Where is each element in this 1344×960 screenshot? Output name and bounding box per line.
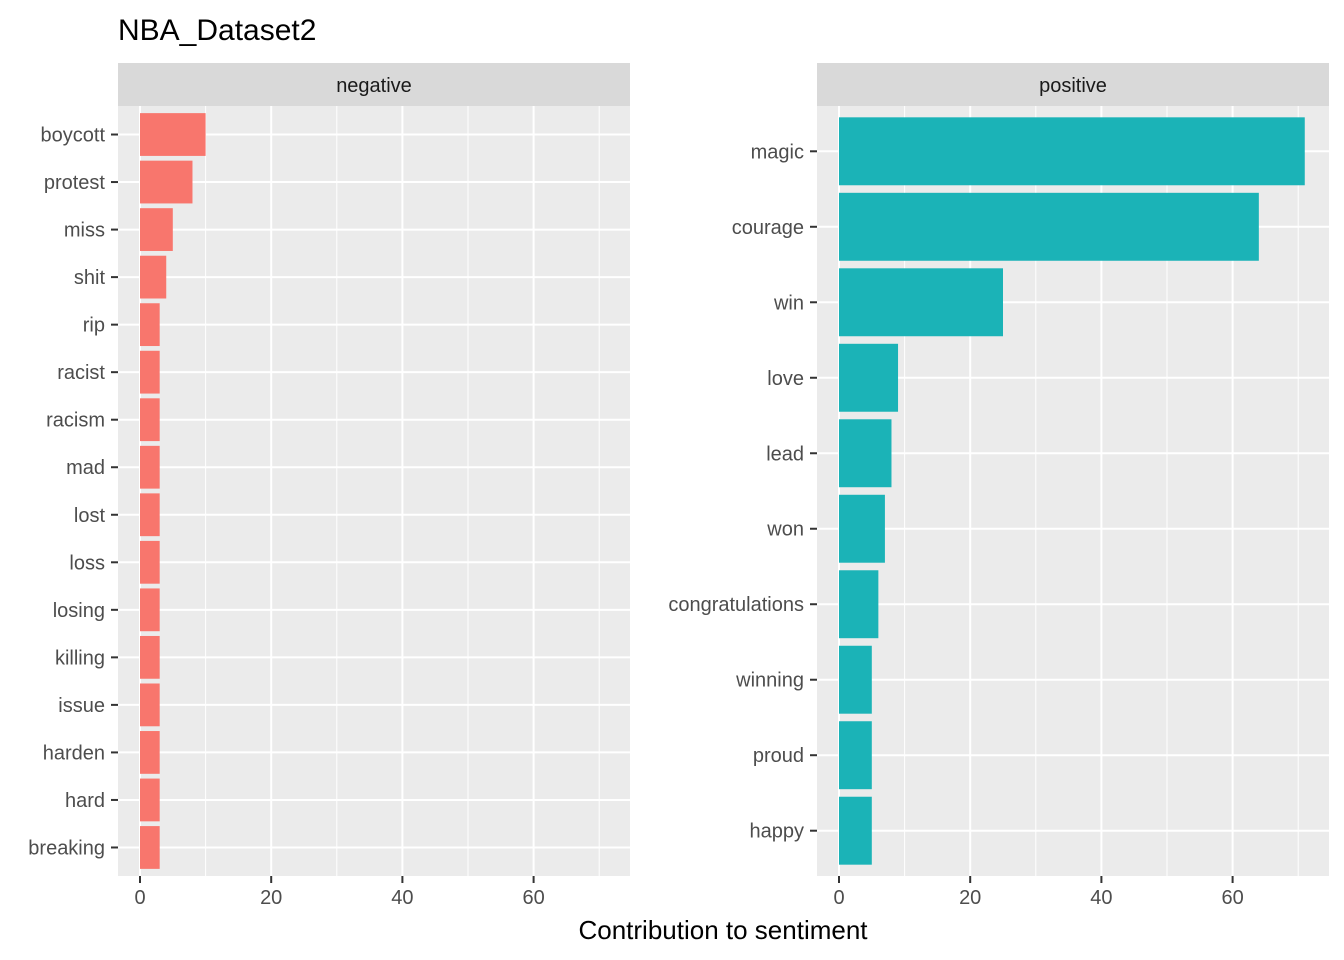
panel-positive: positive magic courage win love lead won congra…	[668, 63, 1329, 909]
y-tick-label: proud	[753, 745, 804, 767]
x-tick-label: 0	[134, 887, 145, 909]
y-tick-label: won	[766, 519, 804, 541]
y-tick-label: lead	[766, 443, 804, 465]
x-tick-label: 60	[522, 887, 544, 909]
bar-loss	[140, 540, 160, 584]
bar-rip	[140, 303, 160, 347]
y-tick-label: shit	[74, 267, 106, 289]
y-tick-label: breaking	[28, 837, 105, 859]
y-tick-label: courage	[732, 217, 804, 239]
panel-negative: negative boycott protest miss shit rip racist r…	[28, 63, 630, 909]
y-tick-label: lost	[74, 505, 106, 527]
y-tick-label: loss	[69, 552, 105, 574]
bar-magic	[839, 117, 1305, 186]
y-tick-label: rip	[83, 315, 105, 337]
x-tick-label: 60	[1221, 887, 1243, 909]
y-tick-label: racism	[46, 410, 105, 432]
bar-harden	[140, 731, 160, 774]
bar-racist	[140, 350, 160, 394]
bar-lost	[140, 493, 160, 537]
bar-love	[839, 343, 899, 412]
y-tick-label: happy	[750, 821, 805, 843]
bar-lead	[839, 419, 892, 488]
bar-winning	[839, 645, 872, 714]
bar-killing	[140, 635, 160, 679]
y-tick-label: harden	[43, 742, 105, 764]
bar-proud	[839, 721, 872, 790]
x-tick-label: 0	[833, 887, 844, 909]
bar-happy	[839, 796, 872, 865]
bar-won	[839, 494, 885, 563]
facet-strip	[118, 63, 630, 106]
y-tick-label: racist	[57, 362, 105, 384]
bar-issue	[140, 683, 160, 727]
y-tick-label: congratulations	[668, 594, 804, 616]
facet-panels: negative boycott protest miss shit rip racist r…	[28, 63, 1329, 909]
y-tick-label: magic	[751, 141, 804, 163]
bar-shit	[140, 255, 167, 299]
y-tick-label: boycott	[41, 125, 106, 147]
y-tick-label: hard	[65, 790, 105, 812]
bar-win	[839, 268, 1003, 337]
y-tick-label: win	[773, 292, 804, 314]
x-axis-title: Contribution to sentiment	[578, 915, 868, 945]
y-tick-label: love	[767, 368, 804, 390]
bar-hard	[140, 778, 160, 822]
bar-congratulations	[839, 570, 879, 639]
bar-miss	[140, 208, 173, 251]
x-tick-label: 20	[959, 887, 981, 909]
y-tick-label: winning	[735, 670, 804, 692]
facet-strip	[817, 63, 1329, 106]
bar-boycott	[140, 113, 206, 156]
y-tick-label: issue	[58, 695, 105, 717]
y-tick-label: killing	[55, 647, 105, 669]
bar-racism	[140, 398, 160, 442]
y-tick-label: miss	[64, 220, 105, 242]
y-tick-label: losing	[53, 600, 105, 622]
plot-background	[118, 106, 630, 876]
x-tick-label: 40	[1090, 887, 1112, 909]
chart-title: NBA_Dataset2	[118, 14, 316, 47]
x-tick-label: 40	[391, 887, 413, 909]
facet-label: negative	[336, 75, 412, 97]
y-tick-label: mad	[66, 457, 105, 479]
y-tick-label: protest	[44, 172, 106, 194]
bar-protest	[140, 160, 193, 204]
facet-label: positive	[1039, 75, 1107, 97]
bar-breaking	[140, 826, 160, 869]
bar-courage	[839, 192, 1259, 261]
x-tick-label: 20	[260, 887, 282, 909]
bar-losing	[140, 588, 160, 632]
bar-mad	[140, 445, 160, 489]
